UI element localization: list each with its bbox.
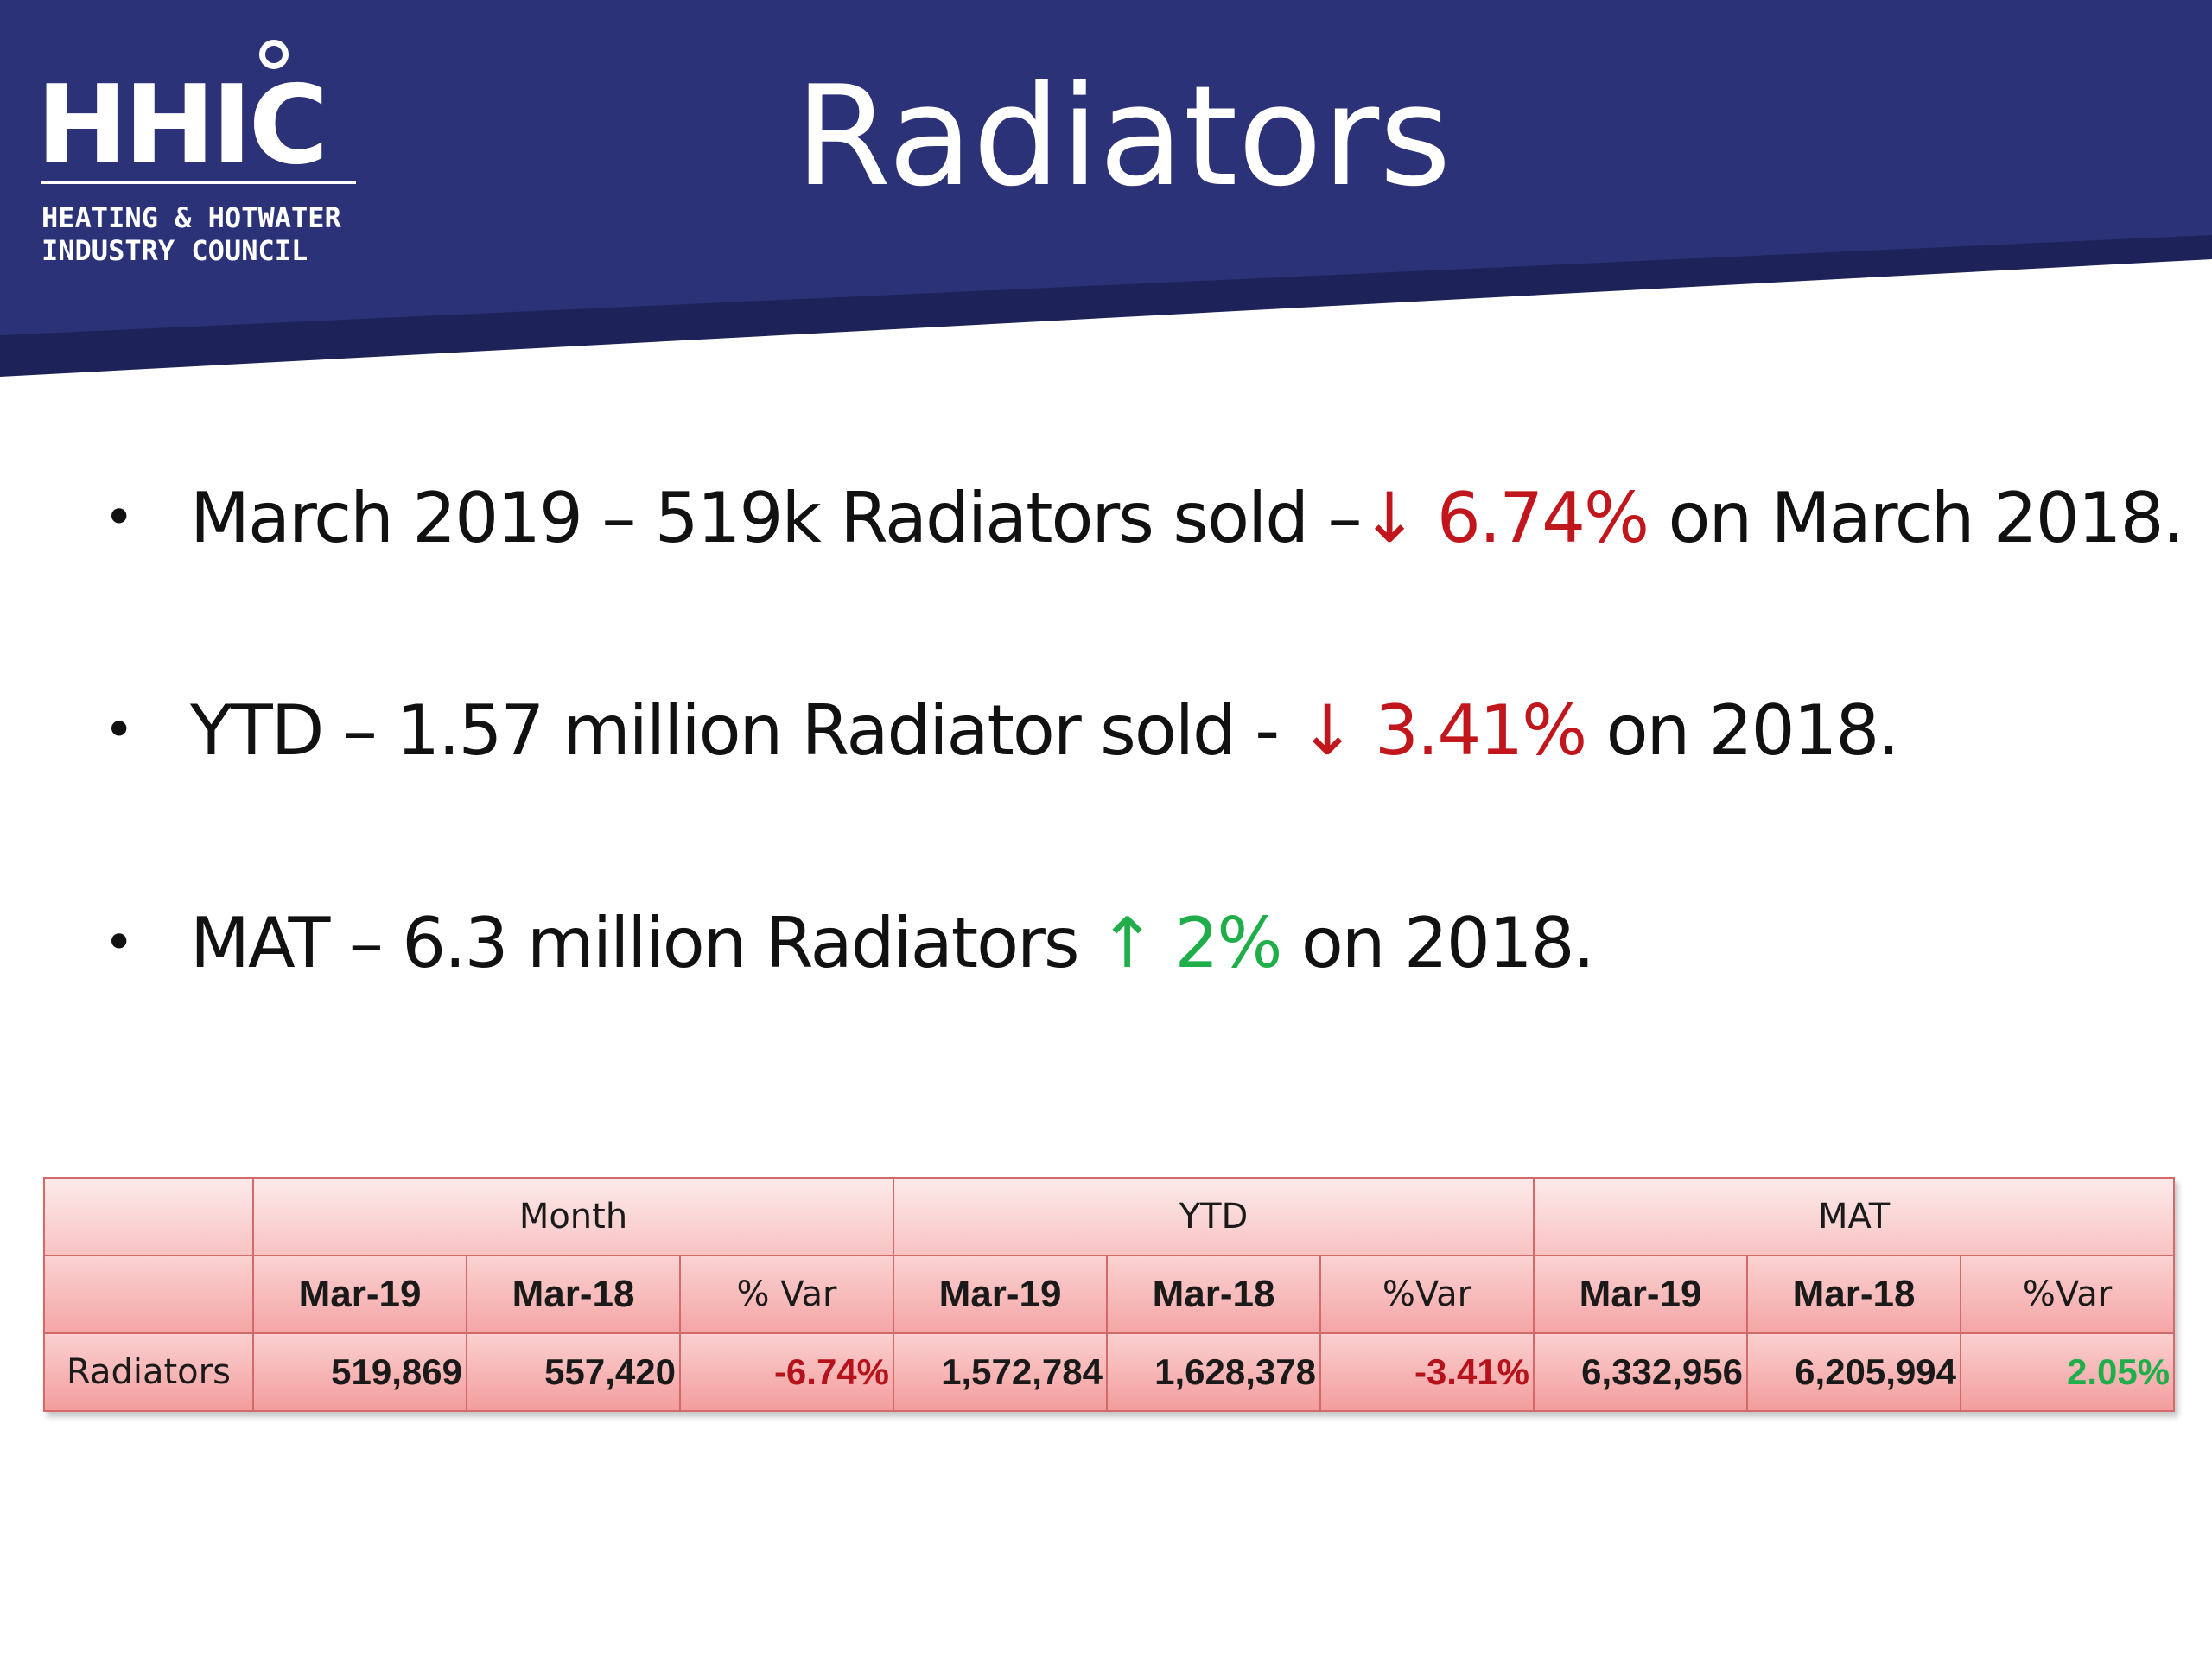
header-main-fill bbox=[0, 0, 2212, 335]
up-arrow-icon: ↑ bbox=[1098, 903, 1156, 983]
cell-ytd-mar19: 1,572,784 bbox=[893, 1332, 1109, 1412]
down-arrow-icon: ↓ bbox=[1360, 478, 1418, 558]
col-header-mat-mar18: Mar-18 bbox=[1746, 1255, 1962, 1334]
col-header-ytd-mar19: Mar-19 bbox=[893, 1255, 1109, 1334]
col-header-mat-mar19: Mar-19 bbox=[1533, 1255, 1749, 1334]
col-header-month-mar18: Mar-18 bbox=[466, 1255, 681, 1334]
table-blank-cell bbox=[43, 1255, 254, 1334]
bullet-tail: on 2018. bbox=[1586, 690, 1900, 771]
bullet-dot: • bbox=[104, 700, 135, 761]
table-corner-cell bbox=[43, 1177, 254, 1256]
col-header-month-mar19: Mar-19 bbox=[252, 1255, 467, 1334]
logo-mark: HHIC bbox=[36, 61, 328, 188]
logo-subtitle-line1: HEATING & HOTWATER bbox=[41, 201, 341, 234]
col-header-month-var: % Var bbox=[678, 1255, 895, 1334]
logo-ring-icon bbox=[259, 40, 289, 69]
bullet-change: 3.41% bbox=[1354, 690, 1587, 771]
bullet-change: 6.74% bbox=[1416, 478, 1649, 558]
bullet-dot: • bbox=[104, 487, 135, 549]
bullet-month: • March 2019 – 519k Radiators sold –↓ 6.7… bbox=[104, 484, 2184, 553]
cell-mat-mar18: 6,205,994 bbox=[1746, 1332, 1962, 1412]
col-header-ytd-mar18: Mar-18 bbox=[1106, 1255, 1322, 1334]
bullet-ytd: • YTD – 1.57 million Radiator sold - ↓ 3.… bbox=[104, 696, 1900, 766]
bullet-lead: YTD – 1.57 million Radiator sold - bbox=[190, 690, 1299, 771]
header-band bbox=[0, 0, 2212, 377]
bullet-lead: MAT – 6.3 million Radiators bbox=[190, 903, 1099, 983]
bullet-tail: on 2018. bbox=[1281, 903, 1595, 983]
cell-month-mar19: 519,869 bbox=[252, 1332, 467, 1412]
bullet-dot: • bbox=[104, 912, 135, 974]
table-subheader-row: Mar-19 Mar-18 % Var Mar-19 Mar-18 %Var M… bbox=[43, 1255, 2176, 1334]
cell-ytd-mar18: 1,628,378 bbox=[1106, 1332, 1322, 1412]
sales-table: Month YTD MAT Mar-19 Mar-18 % Var Mar-19… bbox=[43, 1177, 2176, 1412]
group-header-ytd: YTD bbox=[893, 1177, 1535, 1256]
cell-mat-mar19: 6,332,956 bbox=[1533, 1332, 1749, 1412]
group-header-month: Month bbox=[251, 1177, 895, 1256]
bullet-change: 2% bbox=[1154, 903, 1282, 983]
group-header-mat: MAT bbox=[1533, 1177, 2176, 1256]
slide-title: Radiators bbox=[795, 55, 1452, 217]
cell-month-mar18: 557,420 bbox=[466, 1332, 681, 1412]
cell-ytd-var: -3.41% bbox=[1319, 1332, 1535, 1412]
down-arrow-icon: ↓ bbox=[1298, 690, 1357, 771]
table-group-header-row: Month YTD MAT bbox=[43, 1177, 2176, 1256]
bullet-tail: on March 2018. bbox=[1648, 478, 2184, 558]
logo-subtitle-line2: INDUSTRY COUNCIL bbox=[41, 234, 308, 267]
hhic-logo: HHIC HEATING & HOTWATER INDUSTRY COUNCIL bbox=[36, 35, 365, 276]
bullet-mat: • MAT – 6.3 million Radiators ↑ 2% on 201… bbox=[104, 909, 1595, 978]
row-label-radiators: Radiators bbox=[43, 1332, 254, 1412]
table-row: Radiators 519,869 557,420 -6.74% 1,572,7… bbox=[43, 1332, 2176, 1412]
col-header-ytd-var: %Var bbox=[1319, 1255, 1535, 1334]
cell-month-var: -6.74% bbox=[678, 1332, 895, 1412]
cell-mat-var: 2.05% bbox=[1960, 1332, 2176, 1412]
bullet-lead: March 2019 – 519k Radiators sold – bbox=[190, 478, 1362, 558]
col-header-mat-var: %Var bbox=[1960, 1255, 2176, 1334]
logo-divider bbox=[41, 181, 356, 184]
